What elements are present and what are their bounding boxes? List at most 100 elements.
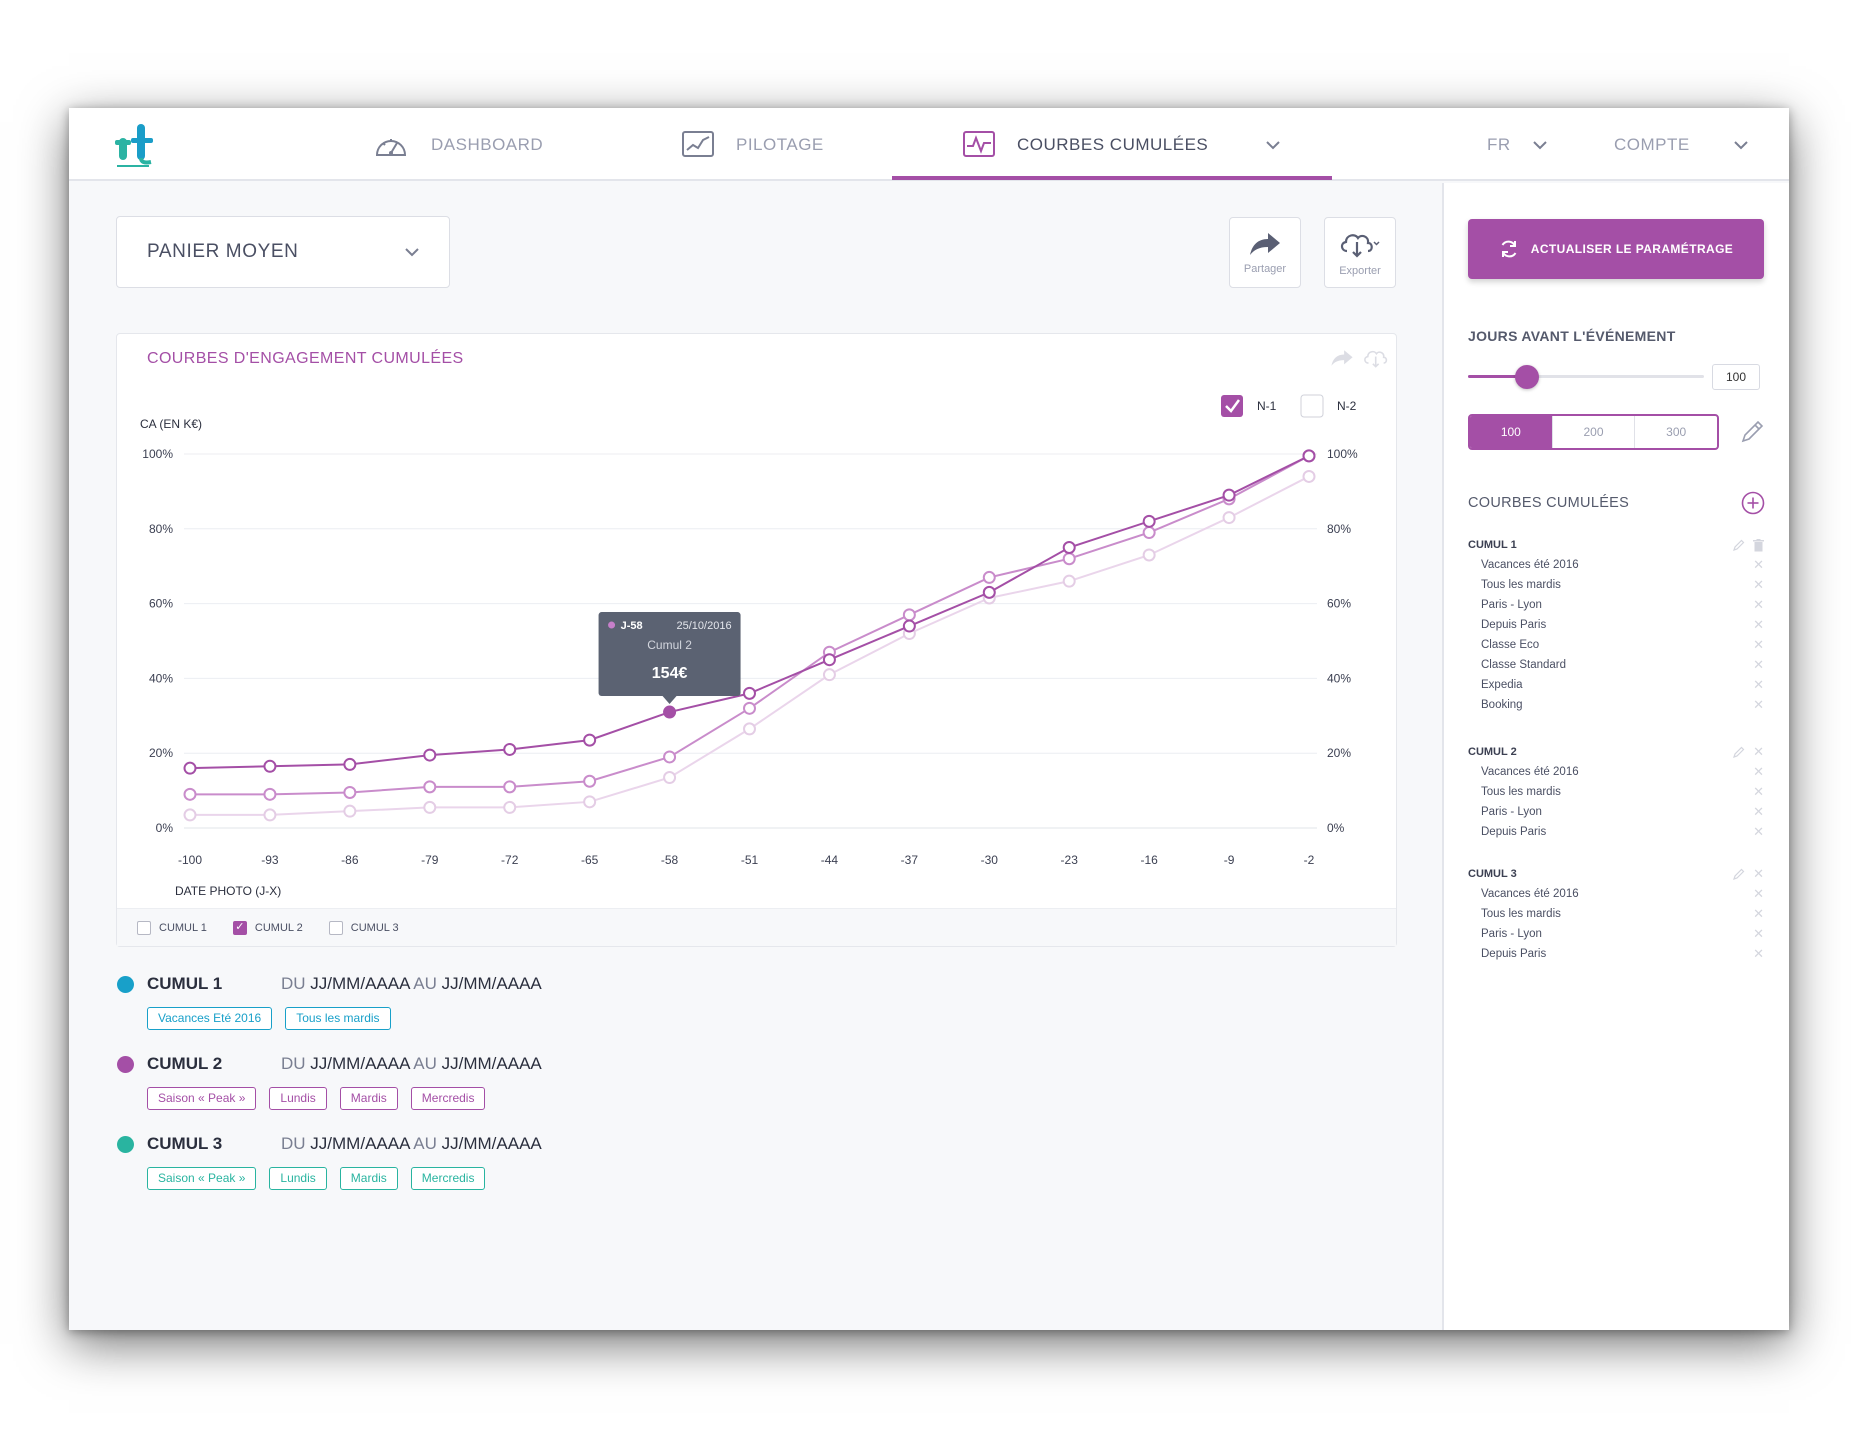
- remove-filter-icon[interactable]: ✕: [1753, 824, 1764, 839]
- y-tick-label: 100%: [142, 447, 173, 461]
- checkbox-checked[interactable]: ✓: [232, 920, 247, 935]
- export-button[interactable]: Exporter: [1324, 217, 1396, 288]
- x-tick-label: -9: [1224, 853, 1235, 867]
- curve-group-header: CUMUL 3 ✕: [1468, 864, 1764, 884]
- tag[interactable]: Saison « Peak »: [147, 1167, 257, 1190]
- pencil-icon[interactable]: [1732, 746, 1745, 759]
- curve-filter-item: Classe Standard ✕: [1468, 655, 1764, 675]
- x-tick-label: -37: [901, 853, 919, 867]
- legend-n1-checkbox[interactable]: [1221, 395, 1243, 417]
- remove-filter-icon[interactable]: ✕: [1753, 617, 1764, 632]
- refresh-settings-button[interactable]: ACTUALISER LE PARAMÉTRAGE: [1468, 219, 1764, 279]
- pulse-chart-icon: [963, 130, 995, 157]
- data-point: [982, 585, 996, 599]
- tag[interactable]: Mardis: [339, 1167, 398, 1190]
- cumul-name: CUMUL 1: [147, 974, 223, 993]
- chevron-down-icon: [1734, 140, 1748, 149]
- tag[interactable]: Vacances Eté 2016: [147, 1007, 273, 1030]
- series-line-2: [190, 454, 1310, 796]
- remove-filter-icon[interactable]: ✕: [1753, 697, 1764, 712]
- add-circle-icon[interactable]: [1741, 491, 1765, 515]
- nav-courbes-cumulees[interactable]: COURBES CUMULÉES: [963, 108, 1280, 181]
- remove-filter-icon[interactable]: ✕: [1753, 637, 1764, 652]
- checkbox[interactable]: [328, 920, 343, 935]
- cumul-color-dot: [117, 1055, 134, 1073]
- curve-group-header: CUMUL 2 ✕: [1468, 742, 1764, 762]
- remove-filter-icon[interactable]: ✕: [1753, 764, 1764, 779]
- tag[interactable]: Tous les mardis: [285, 1007, 391, 1030]
- tag[interactable]: Lundis: [269, 1167, 327, 1190]
- nav-dashboard[interactable]: DASHBOARD: [373, 108, 543, 181]
- tag[interactable]: Saison « Peak »: [147, 1087, 257, 1110]
- close-icon[interactable]: ✕: [1753, 744, 1764, 759]
- series-line-1: [189, 454, 1310, 770]
- brand-logo[interactable]: [115, 122, 159, 170]
- remove-filter-icon[interactable]: ✕: [1753, 804, 1764, 819]
- checkbox[interactable]: [137, 920, 151, 935]
- legend-n1[interactable]: N-1: [1221, 395, 1277, 417]
- toggle-label: CUMUL 1: [159, 921, 207, 934]
- language-select[interactable]: FR: [1487, 108, 1547, 181]
- toggle-cumul-2[interactable]: ✓ CUMUL 2: [232, 920, 303, 935]
- remove-filter-icon[interactable]: ✕: [1753, 886, 1764, 901]
- data-point: [1142, 526, 1156, 540]
- trash-icon[interactable]: [1753, 538, 1764, 552]
- chevron-down-icon[interactable]: [1266, 140, 1280, 150]
- chart-series: [183, 449, 1316, 822]
- toggle-cumul-3[interactable]: CUMUL 3: [328, 920, 399, 935]
- curve-filter-label: Tous les mardis: [1481, 908, 1561, 920]
- pencil-icon[interactable]: [1732, 868, 1745, 881]
- speedometer-icon: [375, 138, 407, 156]
- share-arrow-icon[interactable]: [1330, 348, 1354, 368]
- data-point: [503, 780, 517, 794]
- tooltip-date: 25/10/2016: [677, 620, 732, 632]
- data-point: [263, 759, 277, 773]
- preset-300[interactable]: 300: [1666, 425, 1687, 439]
- legend-n2-checkbox[interactable]: [1300, 394, 1324, 418]
- tag[interactable]: Mercredis: [410, 1087, 486, 1110]
- data-point: [503, 742, 517, 756]
- days-slider[interactable]: [1468, 365, 1704, 389]
- chart-tooltip: J-58 25/10/2016 Cumul 2 154€: [598, 612, 741, 705]
- preset-200[interactable]: 200: [1553, 416, 1636, 448]
- cloud-download-icon[interactable]: [1362, 346, 1388, 370]
- cumul-tags: Saison « Peak » Lundis Mardis Mercredis: [116, 1087, 816, 1110]
- curve-filter-item: Booking ✕: [1468, 695, 1764, 715]
- tag[interactable]: Mercredis: [410, 1167, 486, 1190]
- tag[interactable]: Lundis: [269, 1087, 327, 1110]
- remove-filter-icon[interactable]: ✕: [1753, 557, 1764, 572]
- remove-filter-icon[interactable]: ✕: [1753, 597, 1764, 612]
- pencil-icon[interactable]: [1739, 419, 1765, 445]
- curve-filter-label: Paris - Lyon: [1481, 806, 1542, 818]
- x-tick-label: -2: [1304, 853, 1315, 867]
- legend-n1-label: N-1: [1257, 399, 1277, 413]
- remove-filter-icon[interactable]: ✕: [1753, 906, 1764, 921]
- remove-filter-icon[interactable]: ✕: [1753, 657, 1764, 672]
- remove-filter-icon[interactable]: ✕: [1753, 677, 1764, 692]
- x-tick-label: -86: [341, 853, 359, 867]
- remove-filter-icon[interactable]: ✕: [1753, 577, 1764, 592]
- cumul-color-dot: [117, 975, 134, 993]
- curve-filter-item: Tous les mardis ✕: [1468, 575, 1764, 595]
- nav-pilotage[interactable]: PILOTAGE: [682, 108, 824, 181]
- curve-filter-label: Expedia: [1481, 679, 1523, 691]
- account-menu[interactable]: COMPTE: [1614, 108, 1748, 181]
- days-value-input[interactable]: 100: [1712, 364, 1760, 390]
- legend-n2[interactable]: N-2: [1300, 394, 1357, 418]
- tag[interactable]: Mardis: [339, 1087, 398, 1110]
- share-button[interactable]: Partager: [1229, 217, 1301, 288]
- remove-filter-icon[interactable]: ✕: [1753, 926, 1764, 941]
- data-point: [423, 780, 437, 794]
- preset-100[interactable]: 100: [1470, 416, 1553, 448]
- slider-thumb[interactable]: [1515, 365, 1539, 389]
- curve-filter-item: Paris - Lyon ✕: [1468, 924, 1764, 944]
- selected-data-point: [663, 705, 677, 719]
- metric-dropdown[interactable]: PANIER MOYEN: [116, 216, 450, 288]
- curve-group-name: CUMUL 1: [1468, 539, 1517, 551]
- close-icon[interactable]: ✕: [1753, 866, 1764, 881]
- remove-filter-icon[interactable]: ✕: [1753, 784, 1764, 799]
- pencil-icon[interactable]: [1732, 539, 1745, 552]
- remove-filter-icon[interactable]: ✕: [1753, 946, 1764, 961]
- toggle-cumul-1[interactable]: CUMUL 1: [137, 920, 207, 935]
- curve-filter-label: Depuis Paris: [1481, 826, 1547, 838]
